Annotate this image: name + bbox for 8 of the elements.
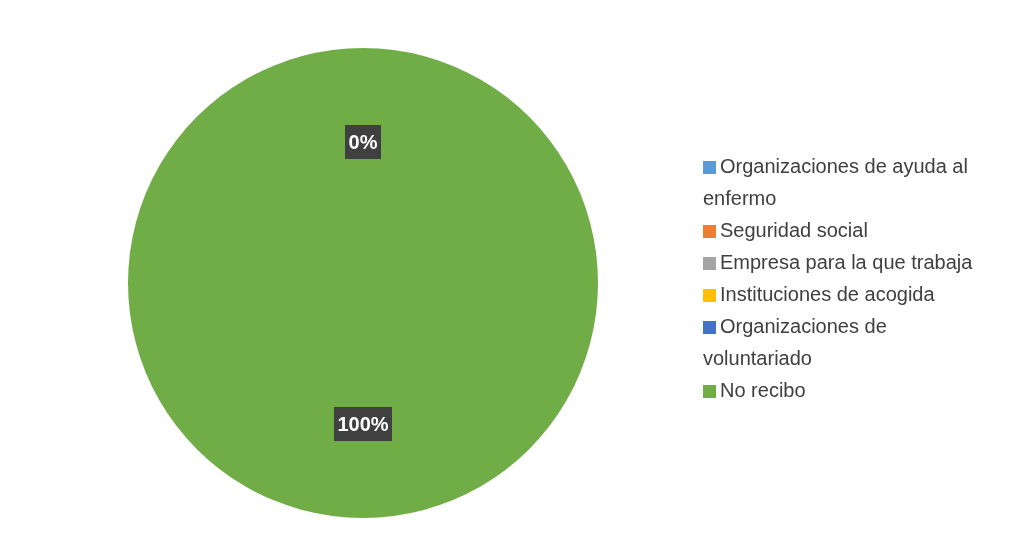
legend-label: Seguridad social [720, 219, 868, 241]
data-label: 100% [337, 413, 389, 435]
legend-label: Empresa para la que trabaja [720, 251, 973, 273]
legend-label: Organizaciones de voluntariado [703, 315, 887, 369]
legend-label: Organizaciones de ayuda al enfermo [703, 155, 968, 209]
legend-label: Instituciones de acogida [720, 283, 935, 305]
legend-label: No recibo [720, 379, 806, 401]
text: 0% [348, 131, 378, 153]
